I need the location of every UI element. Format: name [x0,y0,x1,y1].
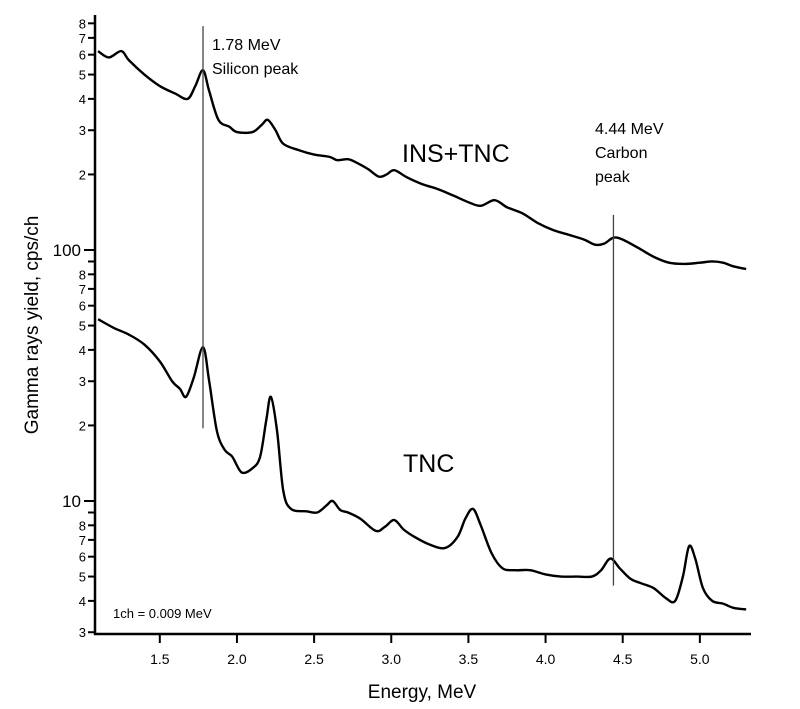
x-tick-label: 4.5 [613,651,633,667]
y-minor-tick-label: 7 [79,31,86,46]
y-minor-tick-label: 4 [79,92,86,107]
x-tick-label: 2.5 [304,651,324,667]
y-minor-tick-label: 7 [79,282,86,297]
y-major-tick-label: 100 [53,241,81,260]
y-minor-tick-label: 5 [79,68,86,83]
series-group [97,26,747,611]
y-minor-tick-label: 7 [79,533,86,548]
carbon-label: Carbon [595,145,647,162]
y-minor-tick-label: 5 [79,570,86,585]
x-tick-label: 4.0 [536,651,556,667]
y-major-tick-label: 10 [62,492,81,511]
y-minor-tick-label: 2 [79,418,86,433]
channel-width-note: 1ch = 0.009 MeV [113,606,212,621]
y-minor-tick-label: 6 [79,550,86,565]
x-tick-label: 3.0 [382,651,402,667]
tnc-series-label: TNC [403,450,454,478]
y-minor-tick-label: 8 [79,518,86,533]
x-tick-label: 3.5 [459,651,479,667]
y-minor-tick-label: 3 [79,625,86,640]
ins-tnc-series-label: INS+TNC [402,140,510,168]
y-minor-tick-label: 6 [79,48,86,63]
y-minor-tick-label: 8 [79,267,86,282]
carbon-peak-label: peak [595,169,631,186]
annotations: 1.78 MeV Silicon peak 4.44 MeV Carbon pe… [113,37,664,621]
silicon-peak-label: Silicon peak [212,61,299,78]
y-axis-title: Gamma rays yield, cps/ch [22,216,43,435]
x-tick-label: 1.5 [150,651,170,667]
axes: 1.5 2.0 2.5 3.0 3.5 4.0 4.5 5.01010034567823456… [53,15,751,667]
y-minor-tick-label: 8 [79,16,86,31]
x-axis-title: Energy, MeV [368,682,477,703]
x-tick-label: 2.0 [227,651,247,667]
y-minor-tick-label: 2 [79,167,86,182]
y-minor-tick-label: 4 [79,343,86,358]
y-minor-tick-label: 3 [79,123,86,138]
y-minor-tick-label: 5 [79,319,86,334]
carbon-energy-label: 4.44 MeV [595,121,664,138]
tnc-series-line [97,318,747,611]
x-tick-label: 5.0 [690,651,710,667]
y-minor-tick-label: 3 [79,374,86,389]
y-minor-tick-label: 6 [79,299,86,314]
silicon-energy-label: 1.78 MeV [212,37,281,54]
y-minor-tick-label: 4 [79,594,86,609]
